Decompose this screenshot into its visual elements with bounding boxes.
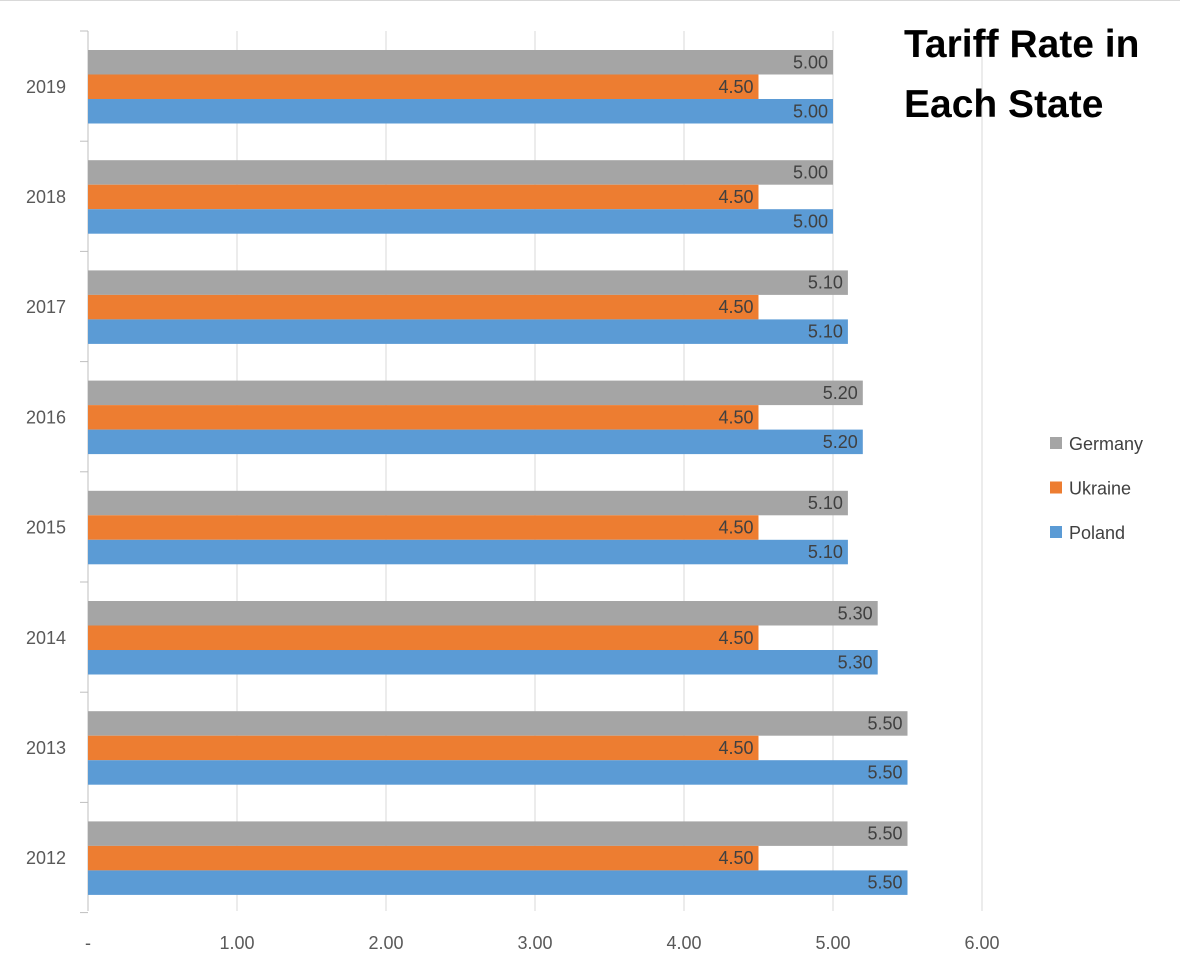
bar-germany-2016 — [88, 380, 863, 406]
data-label: 5.50 — [867, 762, 902, 782]
data-label: 4.50 — [718, 518, 753, 538]
bar-ukraine-2019 — [88, 74, 759, 99]
category-axis — [80, 30, 89, 914]
y-tick-label: 2018 — [26, 187, 66, 207]
x-tick-label: 1.00 — [219, 933, 254, 953]
bar-poland-2013 — [88, 760, 908, 785]
legend-label-germany: Germany — [1069, 434, 1143, 454]
data-labels: 5.00 4.50 5.00 5.00 4.50 5.00 5.10 4.50 5.10 5.20… — [718, 52, 902, 892]
bar-ukraine-2013 — [88, 735, 759, 761]
data-label: 5.50 — [867, 873, 902, 893]
data-label: 4.50 — [718, 77, 753, 97]
chart-title-line-1: Tariff Rate in — [904, 23, 1139, 66]
bar-germany-2014 — [88, 601, 878, 626]
x-tick-label: 4.00 — [666, 933, 701, 953]
y-tick-label: 2017 — [26, 297, 66, 317]
data-label: 5.10 — [808, 542, 843, 562]
data-label: 5.10 — [808, 493, 843, 513]
bar-ukraine-2012 — [88, 845, 759, 871]
x-tick-label: 5.00 — [815, 933, 850, 953]
bar-germany-2015 — [88, 490, 848, 516]
tick-labels: 2019 2018 2017 2016 2015 2014 2013 2012 - 1.00 2.0… — [26, 77, 1000, 953]
y-tick-label: 2014 — [26, 628, 66, 648]
chart-title: Tariff Rate in Each State — [904, 23, 1139, 126]
data-label: 5.50 — [867, 824, 902, 844]
data-label: 5.00 — [793, 162, 828, 182]
data-label: 4.50 — [718, 628, 753, 648]
chart-title-line-2: Each State — [904, 83, 1103, 126]
bar-germany-2012 — [88, 821, 908, 846]
data-label: 5.10 — [808, 322, 843, 342]
x-tick-label: - — [85, 933, 91, 953]
data-label: 5.30 — [838, 652, 873, 672]
legend: Germany Ukraine Poland — [1050, 434, 1143, 543]
data-label: 5.00 — [793, 101, 828, 121]
data-label: 4.50 — [718, 407, 753, 427]
data-label: 4.50 — [718, 187, 753, 207]
data-label: 4.50 — [718, 297, 753, 317]
bar-germany-2018 — [88, 160, 833, 185]
data-label: 4.50 — [718, 738, 753, 758]
y-tick-label: 2012 — [26, 848, 66, 868]
bar-ukraine-2018 — [88, 184, 759, 210]
y-tick-label: 2013 — [26, 738, 66, 758]
bar-poland-2015 — [88, 539, 848, 565]
bar-ukraine-2016 — [88, 405, 759, 430]
bar-ukraine-2014 — [88, 625, 759, 650]
data-label: 5.20 — [823, 432, 858, 452]
bar-poland-2012 — [88, 870, 908, 895]
bar-poland-2019 — [88, 99, 833, 124]
data-label: 5.00 — [793, 52, 828, 72]
x-tick-label: 6.00 — [964, 933, 999, 953]
legend-swatch-germany — [1050, 437, 1062, 449]
bar-poland-2016 — [88, 429, 863, 455]
data-label: 5.10 — [808, 273, 843, 293]
bar-poland-2018 — [88, 209, 833, 234]
data-label: 5.50 — [867, 713, 902, 733]
y-tick-label: 2019 — [26, 77, 66, 97]
data-label: 5.20 — [823, 383, 858, 403]
bar-germany-2017 — [88, 270, 848, 295]
bar-poland-2017 — [88, 319, 848, 344]
legend-swatch-poland — [1050, 526, 1062, 538]
bar-germany-2019 — [88, 50, 833, 75]
data-label: 5.30 — [838, 603, 873, 623]
x-tick-label: 2.00 — [368, 933, 403, 953]
x-tick-label: 3.00 — [517, 933, 552, 953]
y-tick-label: 2016 — [26, 407, 66, 427]
bar-ukraine-2017 — [88, 294, 759, 320]
legend-label-ukraine: Ukraine — [1069, 479, 1131, 499]
legend-label-poland: Poland — [1069, 523, 1125, 543]
bar-poland-2014 — [88, 650, 878, 675]
bars — [88, 50, 908, 895]
y-tick-label: 2015 — [26, 518, 66, 538]
data-label: 4.50 — [718, 848, 753, 868]
legend-swatch-ukraine — [1050, 481, 1062, 494]
bar-ukraine-2015 — [88, 515, 759, 540]
data-label: 5.00 — [793, 211, 828, 231]
bar-germany-2013 — [88, 711, 908, 736]
